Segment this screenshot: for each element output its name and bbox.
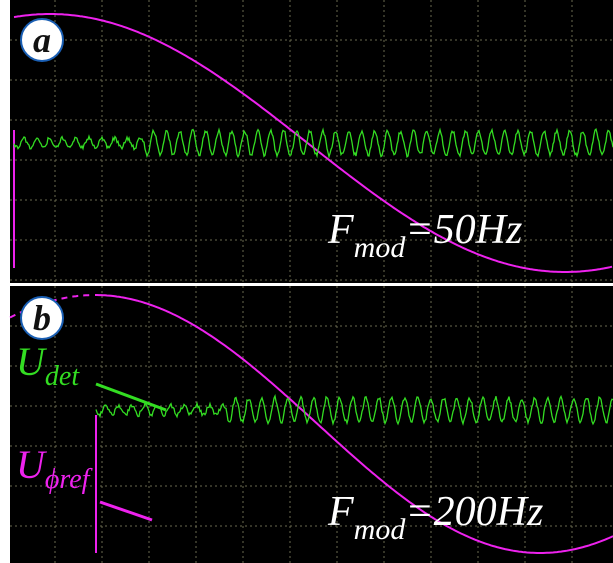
subscript: mod: [354, 513, 407, 546]
value: =200Hz: [405, 489, 543, 535]
value: =50Hz: [405, 207, 522, 253]
panel-a-screen: [10, 0, 613, 283]
panel-label: b: [33, 298, 51, 338]
symbol: U: [16, 339, 48, 384]
subscript: ϕref: [45, 464, 93, 495]
oscilloscope-figure: a b Fmod=50Hz Fmod=200Hz Udet Uϕref: [0, 0, 613, 563]
subscript: mod: [354, 231, 407, 264]
subscript: det: [45, 361, 80, 392]
symbol: F: [327, 489, 354, 535]
symbol: U: [16, 442, 48, 487]
symbol: F: [327, 207, 354, 253]
panel-label: a: [33, 20, 51, 60]
